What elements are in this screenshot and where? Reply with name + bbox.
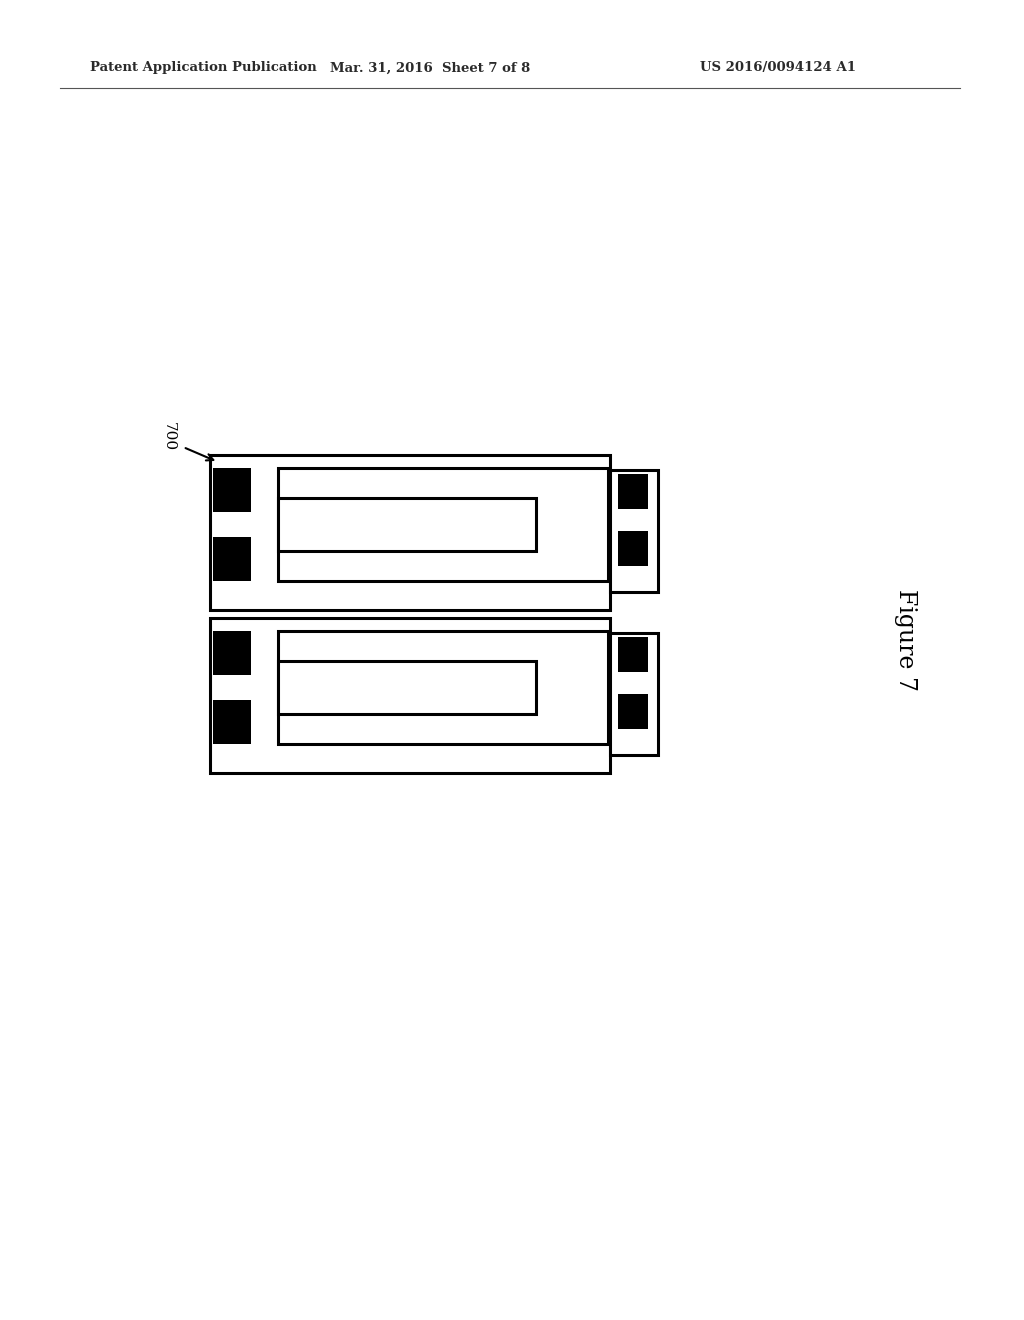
- Bar: [618, 694, 648, 729]
- Bar: [618, 531, 648, 566]
- Text: Mar. 31, 2016  Sheet 7 of 8: Mar. 31, 2016 Sheet 7 of 8: [330, 62, 530, 74]
- Bar: [618, 638, 648, 672]
- Text: 700: 700: [162, 422, 176, 451]
- Bar: [278, 631, 608, 744]
- Bar: [618, 474, 648, 510]
- Bar: [210, 455, 610, 610]
- Text: Patent Application Publication: Patent Application Publication: [90, 62, 316, 74]
- Text: US 2016/0094124 A1: US 2016/0094124 A1: [700, 62, 856, 74]
- Bar: [213, 469, 251, 512]
- Bar: [278, 498, 536, 550]
- Bar: [278, 661, 536, 714]
- Bar: [610, 634, 658, 755]
- Bar: [610, 470, 658, 591]
- Bar: [210, 618, 610, 774]
- Bar: [213, 631, 251, 675]
- Bar: [213, 700, 251, 744]
- Text: Figure 7: Figure 7: [894, 589, 916, 690]
- Bar: [278, 469, 608, 581]
- Bar: [213, 537, 251, 581]
